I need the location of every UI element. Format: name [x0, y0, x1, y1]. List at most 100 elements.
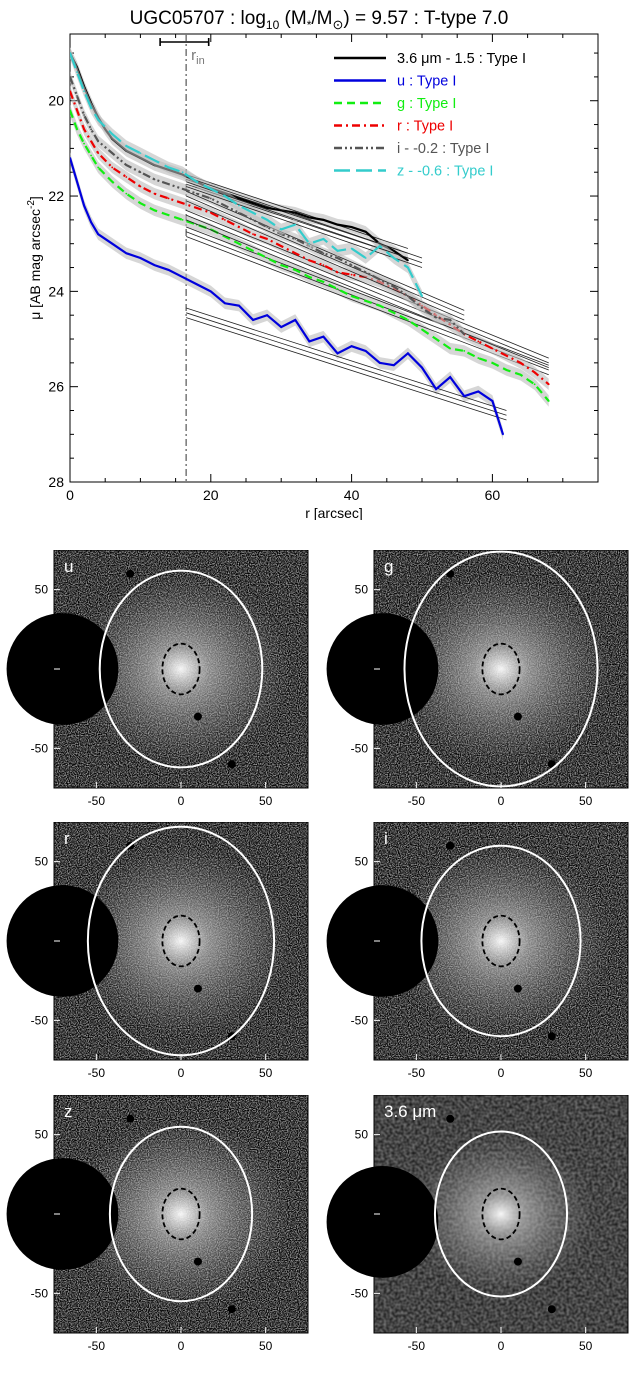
title-part-3: *	[307, 18, 312, 32]
series-point	[463, 350, 466, 352]
series-point	[223, 204, 226, 207]
series-point	[195, 180, 198, 183]
series-point	[76, 71, 78, 74]
series-point	[407, 352, 409, 355]
x-tick-label: 60	[485, 487, 501, 503]
series-point	[238, 211, 240, 214]
x-tick-label: 0	[66, 487, 74, 503]
series-point	[533, 371, 536, 374]
series-point	[111, 133, 114, 135]
series-point	[70, 90, 71, 93]
legend-label: u : Type I	[397, 74, 456, 90]
series-point	[139, 202, 142, 205]
masked-star	[193, 984, 202, 993]
series-point	[336, 249, 339, 252]
series-point	[294, 319, 297, 321]
series-point	[364, 230, 367, 233]
series-point	[421, 328, 423, 331]
image-panel-3: i -50 0 50 50 0 -50	[326, 822, 629, 1080]
galaxy-glow	[390, 845, 612, 1037]
series-point	[350, 345, 353, 348]
chart-title: UGC05707 : log10 (M*/M⊙) = 9.57 : T-type…	[130, 8, 509, 32]
series-point	[378, 245, 381, 247]
panel-label: 3.6 μm	[384, 1102, 436, 1121]
series-point	[83, 204, 85, 207]
series-point	[491, 361, 494, 364]
panel-x-tick-label: 50	[579, 794, 593, 808]
series-point	[238, 242, 240, 245]
series-point	[491, 347, 494, 350]
panel-y-tick-label: 0	[41, 1207, 48, 1221]
series-point	[308, 259, 311, 262]
series-point	[322, 252, 325, 255]
panel-x-tick-label: -50	[408, 1339, 426, 1353]
series-point	[181, 187, 184, 190]
series-point	[491, 400, 494, 402]
inner-ellipse	[161, 642, 201, 696]
series-point	[252, 202, 254, 205]
series-point	[195, 192, 198, 195]
series-point	[322, 238, 325, 240]
series-point	[407, 319, 409, 321]
panel-y-tick-label: -50	[31, 741, 49, 755]
masked-star	[126, 569, 135, 578]
series-point	[547, 383, 550, 386]
inner-ellipse	[161, 1187, 201, 1241]
series-point	[266, 207, 269, 209]
series-point	[90, 154, 93, 157]
masked-star	[126, 1114, 135, 1123]
series-point	[181, 171, 184, 174]
series-point	[336, 271, 339, 274]
series-point	[280, 264, 283, 267]
panel-x-tick-label: -50	[88, 1339, 106, 1353]
series-point	[322, 264, 325, 267]
series-point	[238, 304, 240, 307]
panel-y-tick-label: 50	[355, 583, 369, 597]
x-axis-label: r [arcsec]	[305, 505, 363, 520]
y-tick-label: 22	[48, 188, 64, 204]
series-point	[392, 285, 395, 288]
series-point	[435, 388, 437, 390]
series-point	[364, 257, 367, 259]
panel-y-tick-label: 50	[35, 583, 49, 597]
mask-circle	[326, 1166, 439, 1278]
series-point	[97, 152, 100, 155]
inner-ellipse	[481, 1187, 521, 1241]
masked-star	[193, 1257, 202, 1266]
series-point	[139, 152, 142, 155]
series-point	[449, 347, 452, 350]
series-fit-line	[186, 190, 465, 311]
series-point	[477, 390, 480, 393]
masked-star	[446, 1114, 455, 1123]
masked-star	[513, 712, 522, 721]
series-point	[209, 187, 212, 190]
panel-x-tick-label: 50	[579, 1339, 593, 1353]
series-point	[153, 209, 156, 212]
series-point	[83, 114, 85, 116]
series-point	[252, 233, 254, 236]
series-point	[392, 249, 395, 252]
series-point	[336, 352, 339, 355]
panel-label: i	[384, 829, 388, 848]
series-point	[350, 295, 353, 298]
series-point	[308, 242, 311, 245]
masked-star	[446, 841, 455, 850]
series-point	[125, 252, 128, 255]
series-point	[125, 192, 128, 195]
series-point	[421, 307, 423, 309]
masked-star	[227, 1305, 236, 1314]
series-point	[90, 106, 93, 109]
series-point	[308, 340, 311, 343]
panel-label: r	[64, 829, 70, 848]
title-part-6: ) = 9.57 : T-type 7.0	[343, 8, 508, 29]
series-point	[336, 288, 339, 290]
series-fit-line	[186, 176, 423, 259]
panel-y-tick-label: 0	[41, 662, 48, 676]
series-point	[153, 264, 156, 267]
series-point	[70, 52, 71, 54]
series-point	[505, 354, 508, 357]
series-point	[308, 216, 311, 219]
series-point	[280, 326, 283, 329]
panel-y-tick-label: 50	[35, 1128, 49, 1142]
legend-label: g : Type I	[397, 96, 456, 112]
